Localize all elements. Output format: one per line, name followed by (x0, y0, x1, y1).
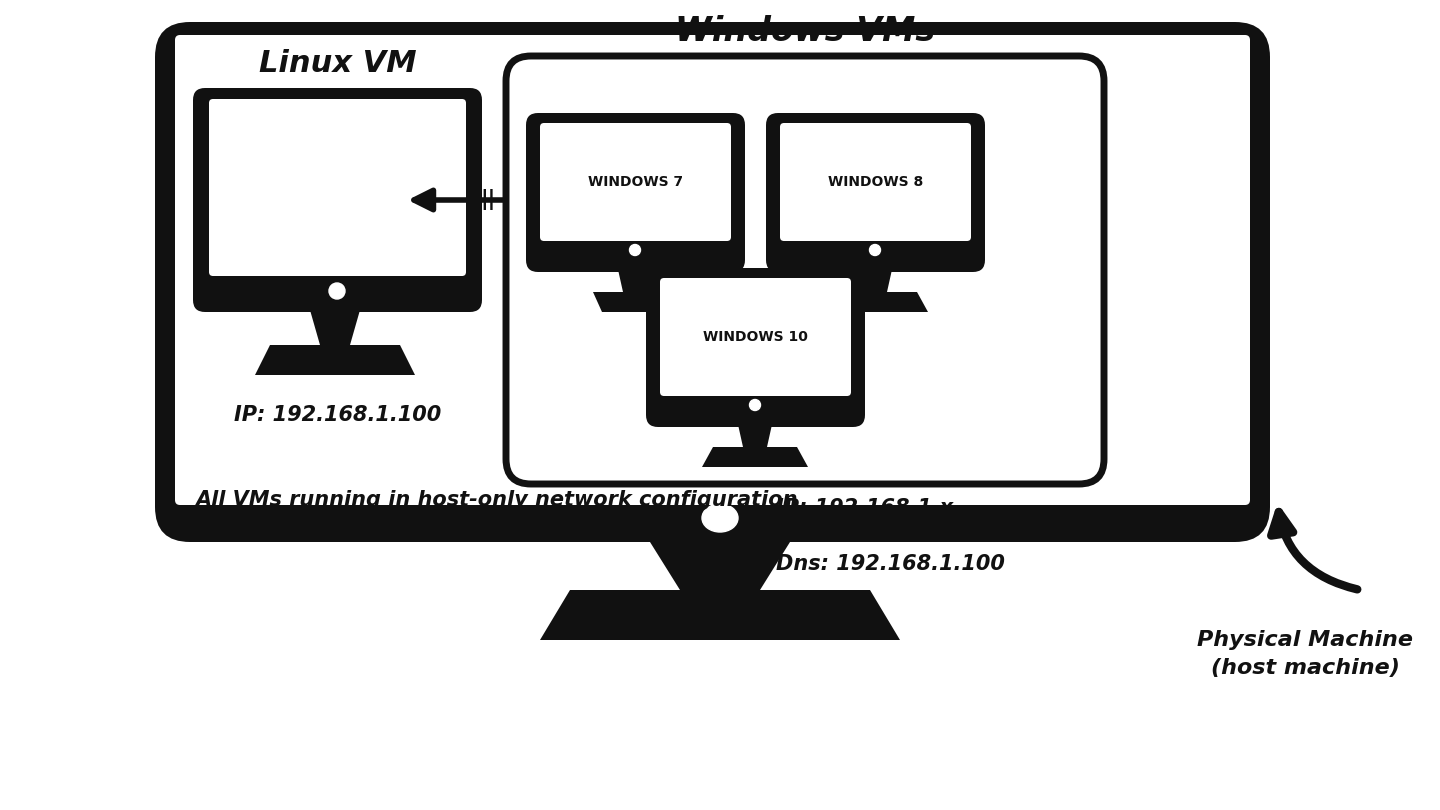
Text: Dns: 192.168.1.100: Dns: 192.168.1.100 (776, 554, 1004, 574)
Text: Windows VMs: Windows VMs (675, 15, 935, 48)
FancyBboxPatch shape (660, 278, 851, 396)
Ellipse shape (703, 504, 739, 532)
FancyBboxPatch shape (209, 99, 467, 276)
Polygon shape (616, 265, 652, 292)
Circle shape (870, 245, 880, 255)
FancyBboxPatch shape (526, 113, 744, 272)
Circle shape (629, 245, 641, 255)
Text: IP: 192.168.1.100: IP: 192.168.1.100 (233, 405, 441, 425)
Circle shape (749, 399, 760, 411)
FancyBboxPatch shape (176, 35, 1250, 505)
Polygon shape (857, 265, 893, 292)
Text: IP: 192.168.1.x: IP: 192.168.1.x (776, 498, 953, 518)
Polygon shape (310, 310, 360, 345)
Circle shape (328, 283, 346, 299)
FancyBboxPatch shape (780, 123, 971, 241)
Text: Gw: 192.168.1.100: Gw: 192.168.1.100 (776, 526, 996, 546)
Polygon shape (540, 590, 900, 640)
FancyBboxPatch shape (505, 56, 1104, 484)
FancyBboxPatch shape (156, 22, 1270, 542)
Text: Linux VM: Linux VM (259, 49, 416, 78)
Text: (host machine): (host machine) (1211, 658, 1400, 678)
FancyBboxPatch shape (193, 88, 482, 312)
FancyBboxPatch shape (540, 123, 732, 241)
Polygon shape (649, 542, 791, 590)
Polygon shape (703, 447, 808, 467)
Text: WINDOWS 8: WINDOWS 8 (828, 175, 923, 189)
Text: Physical Machine: Physical Machine (1197, 630, 1413, 650)
Polygon shape (832, 292, 927, 312)
Text: WINDOWS 10: WINDOWS 10 (703, 330, 808, 344)
FancyBboxPatch shape (647, 268, 865, 427)
FancyBboxPatch shape (766, 113, 985, 272)
Text: All VMs running in host-only network configuration: All VMs running in host-only network con… (194, 490, 798, 510)
Text: WINDOWS 7: WINDOWS 7 (588, 175, 683, 189)
Polygon shape (737, 420, 773, 447)
Polygon shape (593, 292, 688, 312)
Polygon shape (255, 345, 415, 375)
Text: ||: || (481, 190, 495, 211)
